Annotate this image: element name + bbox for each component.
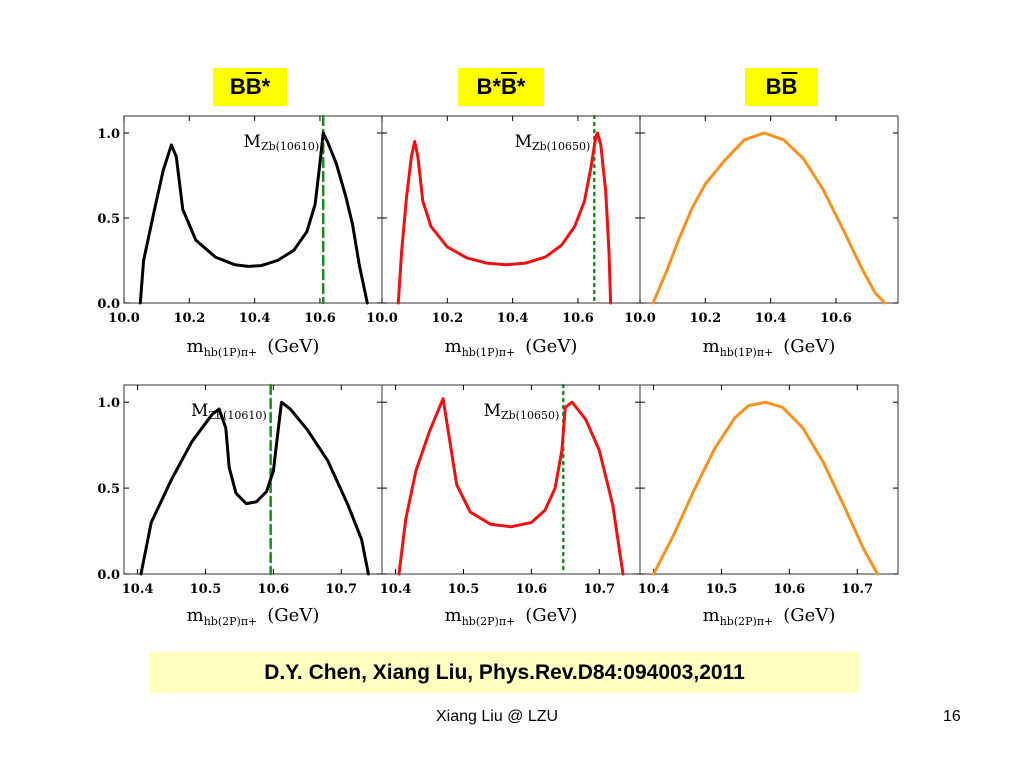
panel-r1c3: 10.0 10.2 10.4 10.6 mhb(1P)π+ (GeV) [624, 115, 899, 359]
reference-text: D.Y. Chen, Xiang Liu, Phys.Rev.D84:09400… [264, 660, 745, 684]
header-base: B* [476, 74, 501, 99]
x-tick-label: 10.2 [173, 311, 205, 326]
series-curve [652, 400, 880, 576]
series-curve [397, 397, 625, 576]
series-curve [396, 131, 613, 305]
header-tail: * [516, 74, 526, 99]
x-tick-label: 10.5 [706, 582, 738, 597]
panel-r2c2: 10.4 10.5 10.6 10.7 MZb(10650) mhb(2P)π+ (GeV) [380, 383, 641, 628]
x-tick-label: 10.0 [624, 311, 656, 326]
header-bbstar: B B * [213, 68, 287, 106]
x-axis-label: mhb(2P)π+ (GeV) [187, 605, 320, 628]
series-curve [651, 131, 887, 305]
panel-r2c3: 10.4 10.5 10.6 10.7 mhb(2P)π+ (GeV) [638, 384, 899, 628]
x-tick-label: 10.6 [516, 582, 548, 597]
x-tick-label: 10.6 [562, 311, 594, 326]
x-axis-label: mhb(2P)π+ (GeV) [445, 605, 578, 628]
threshold-label: MZb(10610) [191, 401, 267, 422]
x-axis-label: mhb(2P)π+ (GeV) [703, 605, 836, 628]
x-axis-label: mhb(1P)π+ (GeV) [703, 336, 836, 359]
panel-frame [639, 384, 899, 575]
panel-r1c2: 10.0 10.2 10.4 10.6 MZb(10650) mhb(1P)π+ (GeV) [366, 114, 641, 359]
y-tick-label: 0.5 [97, 212, 120, 227]
header-bar: B [781, 74, 798, 99]
footer-author: Xiang Liu @ LZU [436, 708, 559, 725]
x-tick-label: 10.4 [380, 582, 412, 597]
x-axis-label: mhb(1P)π+ (GeV) [445, 336, 578, 359]
reference-banner: D.Y. Chen, Xiang Liu, Phys.Rev.D84:09400… [150, 652, 859, 693]
x-tick-label: 10.6 [774, 582, 806, 597]
panel-r1c1: 0.0 0.5 1.0 10.0 10.2 10.4 10.6 MZb(10610) mhb(1… [97, 114, 383, 359]
x-tick-label: 10.7 [583, 582, 615, 597]
header-tail: * [261, 74, 271, 99]
panel-frame [639, 115, 899, 304]
x-tick-label: 10.5 [448, 582, 480, 597]
y-tick-label: 1.0 [97, 396, 120, 411]
series-curve [138, 131, 369, 305]
x-tick-label: 10.6 [820, 311, 852, 326]
x-axis-label: mhb(1P)π+ (GeV) [187, 336, 320, 359]
x-tick-label: 10.4 [755, 311, 787, 326]
y-tick-label: 0.0 [97, 297, 120, 312]
y-tick-label: 1.0 [97, 127, 120, 142]
y-tick-label: 0.0 [97, 568, 120, 583]
x-tick-label: 10.2 [431, 311, 463, 326]
y-tick-label: 0.5 [97, 482, 120, 497]
header-bar: B [501, 74, 517, 99]
x-tick-label: 10.5 [190, 582, 222, 597]
x-tick-label: 10.4 [239, 311, 271, 326]
x-tick-label: 10.7 [841, 582, 873, 597]
header-base: B [229, 74, 246, 99]
threshold-label: MZb(10610) [244, 132, 320, 153]
x-tick-label: 10.6 [304, 311, 336, 326]
x-tick-label: 10.4 [497, 311, 529, 326]
footer-page-number: 16 [943, 708, 961, 725]
x-tick-label: 10.7 [325, 582, 357, 597]
x-tick-label: 10.4 [122, 582, 154, 597]
header-bar: B [245, 74, 262, 99]
x-tick-label: 10.4 [638, 582, 670, 597]
series-curve [139, 400, 370, 576]
x-tick-label: 10.0 [366, 311, 398, 326]
panel-r2c1: 0.0 0.5 1.0 10.4 10.5 10.6 10.7 MZb(10610) mhb(2… [97, 383, 383, 628]
header-bstarbstar: B* B * [458, 68, 544, 106]
threshold-label: MZb(10650) [484, 401, 560, 422]
x-tick-label: 10.2 [689, 311, 721, 326]
x-tick-label: 10.0 [108, 311, 140, 326]
header-base: B [765, 74, 782, 99]
x-tick-label: 10.6 [258, 582, 290, 597]
threshold-label: MZb(10650) [515, 132, 591, 153]
